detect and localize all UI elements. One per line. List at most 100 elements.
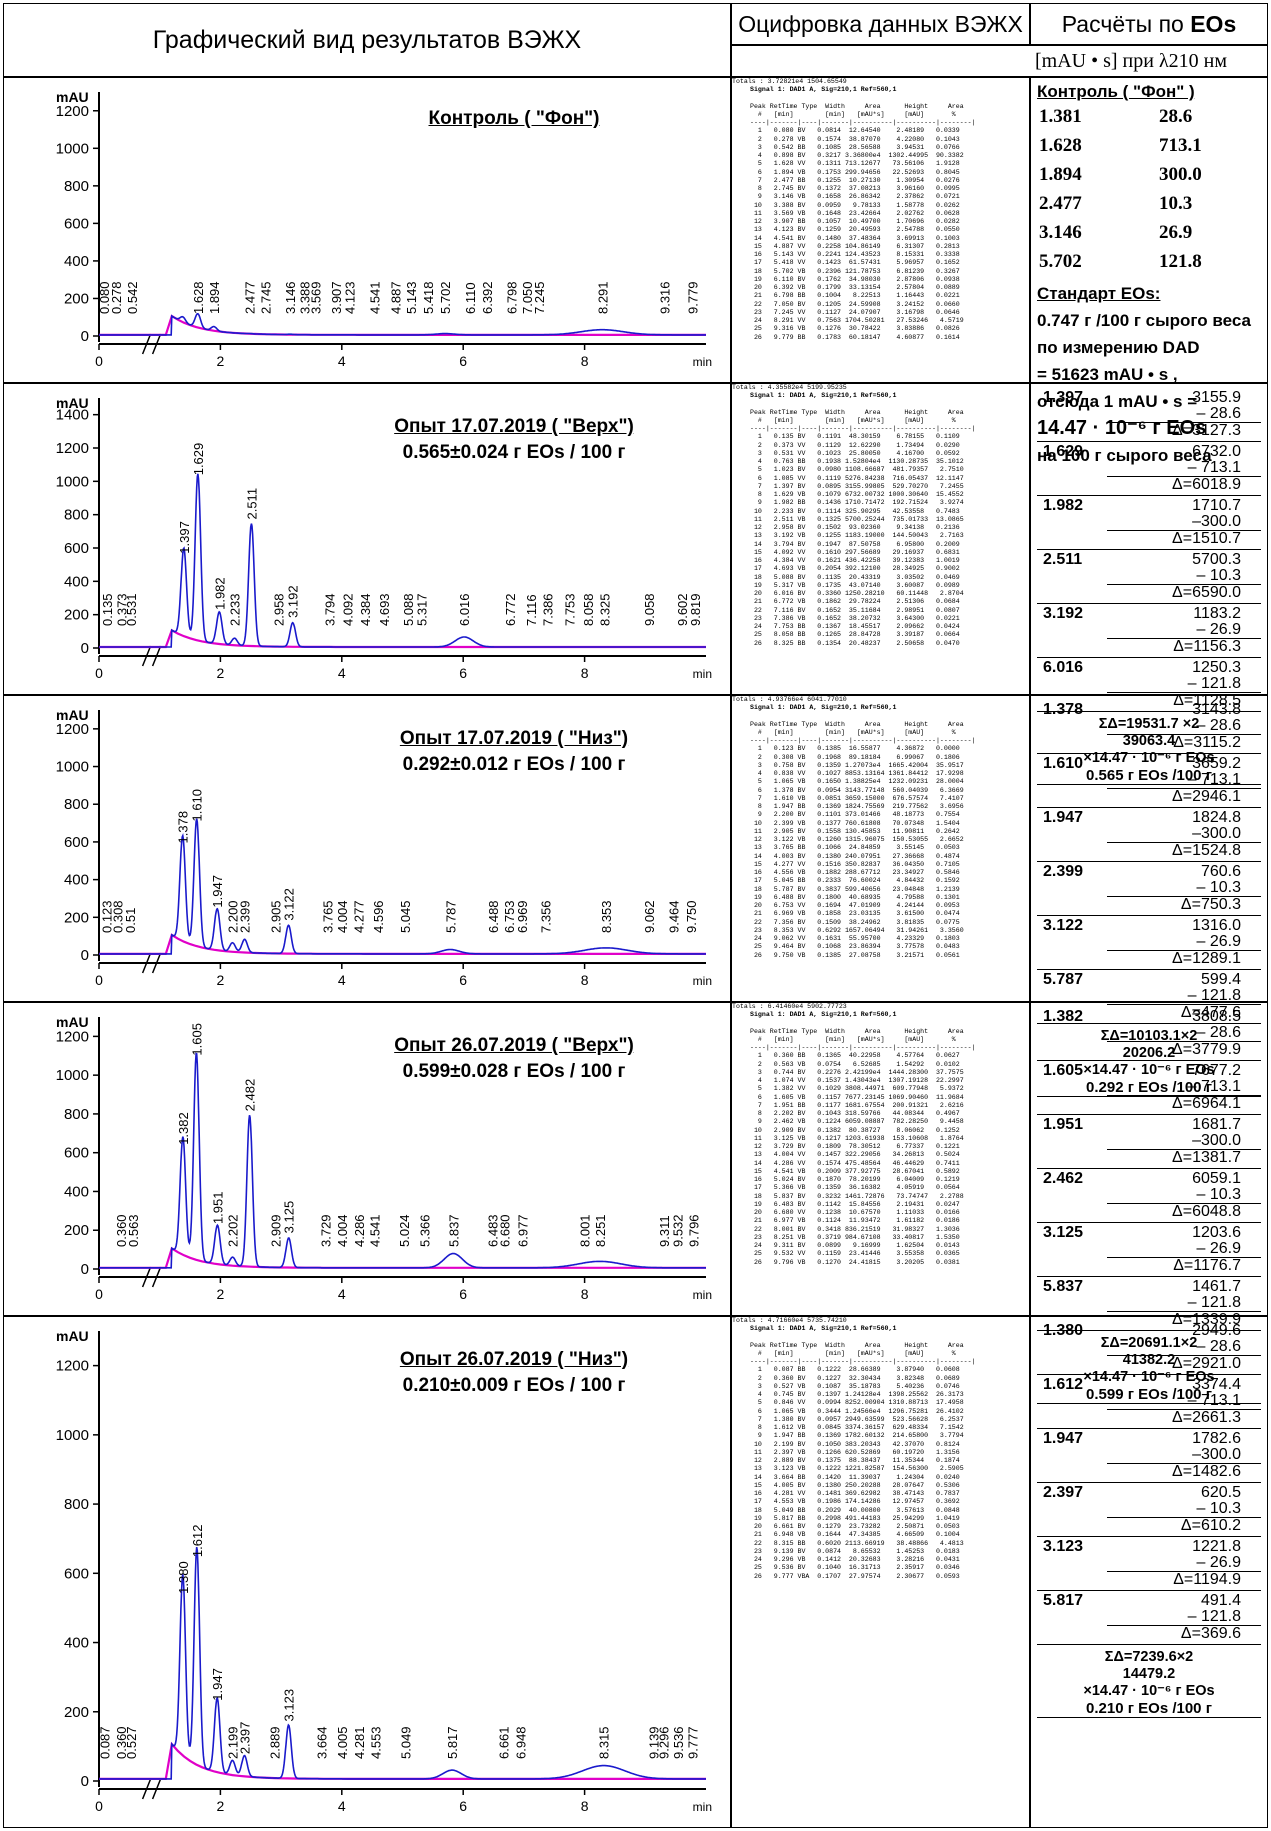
calc-value: – 26.9	[1196, 1554, 1241, 1571]
peak-label: 4.693	[377, 593, 392, 626]
x-tick-label: 2	[217, 665, 225, 681]
peak-table-row: 8 1.947 BB 0.1369 1824.75569 219.77562 3…	[750, 803, 964, 810]
axis-break-mark	[141, 333, 162, 355]
x-unit-label: min	[693, 1288, 712, 1302]
peak-table-row: 21 6.969 VB 0.1858 23.03135 3.61500 0.04…	[750, 910, 960, 918]
peak-table-row: 24 8.291 VV 0.7563 1704.50281 27.53246 4…	[750, 317, 964, 324]
peak-table-row: 26 9.779 BB 0.1783 60.18147 4.60877 0.16…	[750, 333, 960, 341]
y-tick-label: 200	[64, 1222, 89, 1239]
peak-table-row: 8 2.745 BV 0.1372 37.08213 3.96160 0.099…	[750, 185, 960, 192]
peak-label: 8.291	[595, 281, 610, 314]
peak-label: 9.750	[684, 900, 699, 933]
control-area: 300.0	[1159, 164, 1202, 185]
peak-label: 4.092	[340, 593, 355, 626]
peak-label: 2.958	[272, 593, 287, 626]
peak-table-row: 6 1.085 VV 0.1119 5276.84238 716.05437 1…	[750, 474, 964, 482]
peak-table-row: 3 0.542 BB 0.1085 28.56588 3.94531 0.076…	[750, 143, 960, 151]
peak-label: 7.386	[540, 593, 555, 626]
peak-table-row: 23 8.353 VV 0.6292 1657.06494 31.94261 3…	[750, 926, 964, 934]
peak-table-row: 19 6.483 BV 0.1142 15.84556 2.19431 0.02…	[750, 1200, 960, 1208]
y-tick-label: 800	[64, 507, 89, 524]
peak-table-row: 25 9.464 BV 0.1068 23.86394 3.77578 0.04…	[750, 943, 960, 951]
y-unit-label: mAU	[56, 89, 89, 105]
calculation-cell: 1.382 3808.5– 28.6 Δ=3779.9 1.605 7677.2– 71…	[1030, 1002, 1268, 1404]
peak-table-row: 6 1.065 VB 0.3444 1.24566e4 1296.75281 2…	[750, 1407, 964, 1415]
peak-table-row: 11 3.569 VB 0.1648 23.42664 2.02762 0.06…	[750, 209, 960, 217]
y-tick-label: 1000	[56, 1427, 89, 1444]
y-tick-label: 600	[64, 834, 89, 851]
peak-label: 0.373	[115, 593, 130, 626]
peak-label: 4.384	[358, 593, 373, 626]
calc-value: – 713.1	[1187, 1078, 1241, 1095]
calc-result: 0.565 г EOs /100 г	[1037, 767, 1261, 785]
peak-label: 6.483	[486, 1214, 501, 1247]
calc-delta: Δ=1482.6	[1107, 1463, 1261, 1480]
y-tick-label: 600	[64, 1145, 89, 1162]
peak-table-row: 25 8.058 BB 0.1265 28.84728 3.39187 0.06…	[750, 631, 960, 639]
calc-rt: 1.610	[1043, 755, 1084, 772]
peak-table-row: 8 1.612 VB 0.0845 3374.36157 629.48334 7…	[750, 1424, 964, 1431]
peak-label: 9.532	[671, 1214, 686, 1247]
calc-value: –300.0	[1192, 513, 1241, 530]
peak-label: 4.281	[352, 1726, 367, 1759]
peak-table-row: 18 5.088 BV 0.1135 20.43319 3.03502 0.04…	[750, 573, 960, 581]
peak-table-row: 5 1.628 VV 0.1311 713.12677 73.56106 1.9…	[750, 160, 960, 168]
axis-break-mark	[141, 952, 162, 974]
x-tick-label: 8	[581, 665, 589, 681]
calc-factor: ×14.47 · 10⁻⁶ г EOs	[1083, 1683, 1215, 1699]
peak-table-row: 2 0.360 BV 0.1227 32.30434 3.82348 0.068…	[750, 1374, 960, 1382]
peak-table-row: 19 5.817 BB 0.2998 491.44183 25.94299 1.…	[750, 1514, 960, 1522]
calc-block: 2.511 5700.3– 10.3 Δ=6590.0	[1037, 550, 1261, 604]
y-tick-label: 600	[64, 215, 89, 232]
peak-label: 9.796	[687, 1214, 702, 1247]
calc-column-header: Расчёты по EOs	[1030, 3, 1268, 45]
control-rt: 1.381	[1039, 106, 1082, 127]
y-tick-label: 400	[64, 1183, 89, 1200]
calc-value: 3155.9	[1192, 389, 1241, 406]
control-row: 1.381 28.6	[1037, 102, 1261, 131]
peak-table-row: 17 4.693 VB 0.2054 392.12100 28.34925 0.…	[750, 565, 960, 573]
calc-rt: 3.123	[1043, 1538, 1084, 1555]
calc-factor: ×14.47 · 10⁻⁶ г EOs	[1083, 1369, 1215, 1385]
calc-value: 1461.7	[1192, 1278, 1241, 1295]
peak-label: 9.779	[686, 281, 701, 314]
peak-table-row: 14 4.286 VV 0.1574 475.48564 46.44629 0.…	[750, 1159, 960, 1167]
peak-label: 3.729	[318, 1214, 333, 1247]
calc-delta: Δ=6964.1	[1107, 1095, 1261, 1112]
peak-table-row: 20 6.753 VV 0.1694 47.01909 4.24144 0.09…	[750, 902, 960, 909]
baseline-trace	[99, 1246, 706, 1269]
calc-block: 1.947 1824.8 –300.0 Δ=1524.8	[1037, 808, 1261, 862]
unit-header: [mAU • s] при λ210 нм	[731, 45, 1268, 77]
calc-value: – 713.1	[1187, 771, 1241, 788]
calc-rt: 1.612	[1043, 1376, 1084, 1393]
peak-table-row: 21 6.798 BB 0.1004 8.22513 1.16443 0.022…	[750, 292, 960, 300]
peak-label: 4.596	[371, 900, 386, 933]
peak-table-row: 19 6.110 BV 0.1762 34.98030 2.87806 0.09…	[750, 275, 960, 283]
control-area: 121.8	[1159, 251, 1202, 272]
peak-label: 7.050	[520, 281, 535, 314]
peak-table-cell: Signal 1: DAD1 A, Sig=210,1 Ref=560,1 Pe…	[731, 1316, 1030, 1828]
peak-table-row: 13 4.004 VV 0.1457 322.29056 34.26813 0.…	[750, 1151, 960, 1159]
signal-line: Signal 1: DAD1 A, Sig=210,1 Ref=560,1	[750, 1011, 897, 1018]
peak-table-row: 12 3.907 BB 0.1057 10.49700 1.70696 0.02…	[750, 218, 960, 225]
y-tick-label: 0	[81, 1261, 89, 1278]
y-tick-label: 1000	[56, 473, 89, 490]
calc-rt: 2.511	[1043, 551, 1083, 568]
peak-table-row: 7 1.397 BV 0.0895 3155.99805 529.70270 7…	[750, 482, 964, 490]
calc-value: 3808.5	[1192, 1008, 1241, 1025]
peak-table-row: 7 1.380 BV 0.0957 2949.63599 523.56628 6…	[750, 1415, 964, 1423]
calc-value: 1250.3	[1192, 659, 1241, 676]
calc-result: 0.599 г EOs /100 г	[1037, 1386, 1261, 1404]
peak-table-cell: Signal 1: DAD1 A, Sig=210,1 Ref=560,1 Pe…	[731, 695, 1030, 1002]
y-tick-label: 1200	[56, 440, 89, 457]
x-unit-label: min	[693, 355, 712, 369]
table-blank	[750, 712, 976, 720]
peak-label: 1.947	[210, 875, 225, 908]
calc-delta: Δ=3115.2	[1107, 734, 1261, 751]
peak-table-row: 7 1.951 BB 0.1177 1681.67554 200.91321 2…	[750, 1101, 964, 1109]
peak-label: 4.887	[389, 281, 404, 314]
peak-table-row: 18 5.702 VB 0.2396 121.78753 6.81239 0.3…	[750, 267, 960, 275]
calc-result: 0.210 г EOs /100 г	[1037, 1700, 1261, 1718]
control-row: 1.894 300.0	[1037, 160, 1261, 189]
calc-value: 7677.2	[1192, 1062, 1241, 1079]
